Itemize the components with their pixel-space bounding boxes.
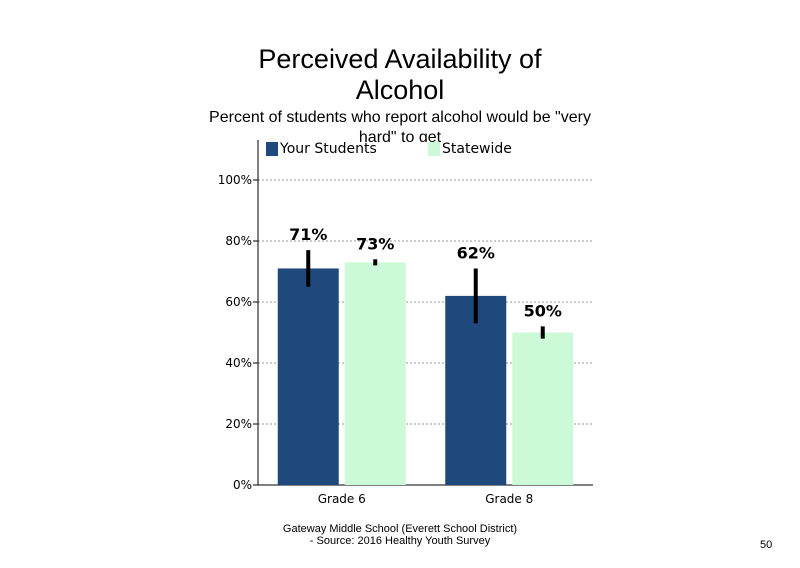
bar-0-0 [277, 268, 339, 485]
chart-title-line-2: Alcohol [355, 75, 445, 105]
footer-school: Gateway Middle School (Everett School Di… [282, 523, 518, 535]
data-label: 71% [289, 225, 327, 244]
footer-source: - Source: 2016 Healthy Youth Survey [309, 535, 491, 547]
y-tick-label: 100% [218, 173, 252, 187]
chart-title: Perceived Availability of Alcohol [200, 44, 600, 106]
chart-title-line-1: Perceived Availability of [258, 44, 542, 74]
bar-1-1 [512, 332, 574, 485]
legend-swatch-statewide [428, 142, 440, 156]
data-label: 62% [457, 243, 495, 262]
page-number: 50 [760, 539, 773, 551]
chart-subtitle: Percent of students who report alcohol w… [209, 109, 591, 142]
y-tick-label: 0% [233, 478, 252, 492]
legend-label-statewide: Statewide [442, 141, 512, 157]
legend-swatch-your-students [266, 142, 278, 156]
legend-label-your-students: Your Students [280, 141, 377, 157]
y-tick-label: 60% [225, 295, 252, 309]
data-label: 73% [356, 234, 394, 253]
y-tick-label: 80% [225, 234, 252, 248]
y-tick-label: 40% [225, 356, 252, 370]
footer: Gateway Middle School (Everett School Di… [250, 523, 550, 547]
data-label: 50% [524, 301, 562, 320]
bar-0-1 [445, 295, 507, 485]
x-tick-label: Grade 6 [318, 492, 366, 506]
x-tick-label: Grade 8 [485, 492, 533, 506]
bar-1-0 [344, 262, 406, 485]
y-tick-label: 20% [225, 417, 252, 431]
